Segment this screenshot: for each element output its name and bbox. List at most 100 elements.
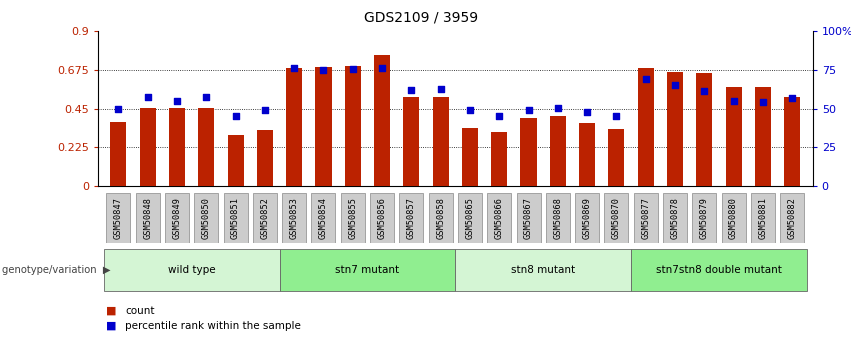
Bar	[286, 68, 302, 186]
Point	[756, 99, 769, 105]
Bar	[579, 123, 595, 186]
Point	[141, 95, 155, 100]
Point	[639, 77, 653, 82]
Bar	[637, 68, 654, 186]
FancyBboxPatch shape	[104, 249, 279, 290]
Text: GSM50858: GSM50858	[436, 197, 445, 239]
Bar	[168, 108, 185, 186]
Bar	[140, 108, 156, 186]
FancyBboxPatch shape	[663, 193, 687, 243]
Text: GSM50865: GSM50865	[465, 197, 475, 239]
Text: GSM50852: GSM50852	[260, 197, 270, 239]
Point	[463, 108, 477, 113]
Point	[288, 66, 301, 71]
Text: genotype/variation  ▶: genotype/variation ▶	[2, 265, 111, 275]
FancyBboxPatch shape	[135, 193, 160, 243]
Point	[551, 105, 564, 110]
Point	[375, 66, 389, 71]
Point	[609, 113, 623, 118]
FancyBboxPatch shape	[604, 193, 628, 243]
Bar	[403, 97, 420, 186]
Text: GSM50856: GSM50856	[378, 197, 386, 239]
FancyBboxPatch shape	[253, 193, 277, 243]
FancyBboxPatch shape	[780, 193, 804, 243]
Text: GSM50869: GSM50869	[583, 197, 591, 239]
Point	[404, 87, 418, 92]
FancyBboxPatch shape	[634, 193, 658, 243]
Text: GSM50853: GSM50853	[289, 197, 299, 239]
Bar	[696, 73, 712, 186]
Text: GSM50848: GSM50848	[143, 197, 152, 239]
Text: GSM50854: GSM50854	[319, 197, 328, 239]
Point	[170, 98, 184, 104]
Text: GSM50881: GSM50881	[758, 197, 768, 239]
Bar	[227, 135, 243, 186]
Bar	[316, 67, 332, 186]
FancyBboxPatch shape	[488, 193, 511, 243]
Point	[580, 109, 594, 115]
Text: GSM50880: GSM50880	[729, 197, 738, 239]
FancyBboxPatch shape	[455, 249, 631, 290]
FancyBboxPatch shape	[311, 193, 335, 243]
FancyBboxPatch shape	[279, 249, 455, 290]
Bar	[550, 116, 566, 186]
Text: GSM50870: GSM50870	[612, 197, 621, 239]
FancyBboxPatch shape	[751, 193, 775, 243]
Point	[346, 66, 360, 72]
Bar	[111, 122, 127, 186]
Text: GSM50849: GSM50849	[173, 197, 181, 239]
Text: ■: ■	[106, 321, 117, 331]
Text: GSM50868: GSM50868	[553, 197, 563, 239]
Bar	[432, 97, 448, 186]
Bar	[491, 132, 507, 186]
Text: GSM50866: GSM50866	[494, 197, 504, 239]
FancyBboxPatch shape	[458, 193, 482, 243]
Text: percentile rank within the sample: percentile rank within the sample	[125, 321, 301, 331]
Text: GSM50867: GSM50867	[524, 197, 533, 239]
Point	[493, 113, 506, 118]
Bar	[257, 130, 273, 186]
Text: wild type: wild type	[168, 265, 215, 275]
FancyBboxPatch shape	[545, 193, 570, 243]
Bar	[521, 118, 537, 186]
FancyBboxPatch shape	[517, 193, 540, 243]
Text: GSM50878: GSM50878	[671, 197, 679, 239]
Point	[258, 108, 271, 113]
FancyBboxPatch shape	[575, 193, 599, 243]
FancyBboxPatch shape	[224, 193, 248, 243]
Point	[229, 113, 243, 118]
FancyBboxPatch shape	[340, 193, 365, 243]
Text: GSM50855: GSM50855	[348, 197, 357, 239]
Point	[434, 86, 448, 91]
Text: GSM50877: GSM50877	[641, 197, 650, 239]
Point	[522, 108, 535, 113]
Text: ■: ■	[106, 306, 117, 315]
Text: GSM50879: GSM50879	[700, 197, 709, 239]
Bar	[784, 97, 800, 186]
Text: count: count	[125, 306, 155, 315]
FancyBboxPatch shape	[722, 193, 745, 243]
Point	[698, 89, 711, 94]
Bar	[374, 55, 390, 186]
Text: GSM50847: GSM50847	[114, 197, 123, 239]
Point	[317, 67, 330, 73]
Point	[785, 96, 799, 101]
Bar	[667, 72, 683, 186]
FancyBboxPatch shape	[194, 193, 218, 243]
Bar	[345, 66, 361, 186]
Text: GSM50857: GSM50857	[407, 197, 416, 239]
FancyBboxPatch shape	[370, 193, 394, 243]
Bar	[462, 128, 478, 186]
Point	[668, 82, 682, 87]
Text: stn7stn8 double mutant: stn7stn8 double mutant	[656, 265, 782, 275]
FancyBboxPatch shape	[399, 193, 423, 243]
Text: GSM50851: GSM50851	[231, 197, 240, 239]
Text: stn8 mutant: stn8 mutant	[511, 265, 575, 275]
FancyBboxPatch shape	[631, 249, 807, 290]
FancyBboxPatch shape	[106, 193, 130, 243]
Point	[199, 95, 213, 100]
Point	[111, 106, 125, 111]
FancyBboxPatch shape	[283, 193, 306, 243]
FancyBboxPatch shape	[165, 193, 189, 243]
Bar	[608, 128, 625, 186]
